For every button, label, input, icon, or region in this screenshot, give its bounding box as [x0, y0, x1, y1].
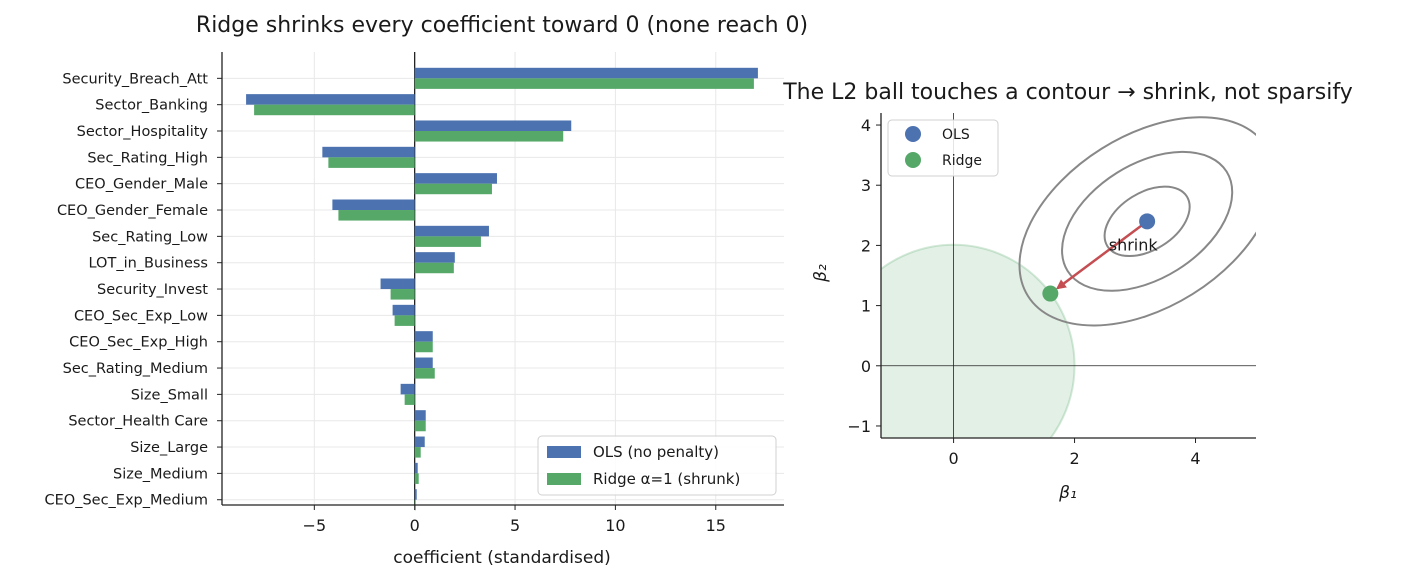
bar-chart-x-ticks: −5 0 5 10 15 [303, 505, 726, 535]
geometry-x-tick-label: 0 [948, 449, 958, 468]
legend-label-ridge-point: Ridge [942, 153, 982, 169]
category-label: Sector_Health Care [68, 414, 208, 430]
bar-ols [246, 94, 415, 105]
bar-ridge [414, 473, 419, 484]
category-label: Sec_Rating_Low [92, 229, 208, 245]
bar-ridge [414, 236, 481, 247]
category-label: CEO_Gender_Male [75, 177, 208, 193]
x-tick-label: 15 [706, 516, 726, 535]
shrink-annotation: shrink [1109, 235, 1159, 254]
category-label: Security_Invest [97, 282, 208, 298]
bar-ols [332, 199, 415, 211]
category-label: CEO_Sec_Exp_Low [74, 308, 208, 324]
ols-point [1139, 213, 1156, 230]
geometry-y-tick-label: −1 [847, 417, 871, 436]
bar-chart-bars [246, 67, 758, 511]
loss-contour [1061, 150, 1234, 292]
category-label: LOT_in_Business [89, 256, 209, 272]
bar-chart-panel: Ridge shrinks every coefficient toward 0… [45, 13, 809, 568]
bar-ols [414, 436, 425, 448]
bar-ridge [414, 262, 454, 274]
x-tick-label: 0 [410, 516, 420, 535]
bar-ols [414, 331, 433, 342]
geometry-y-tick-label: 2 [861, 236, 871, 255]
geometry-y-ticks: −1 0 1 2 3 4 [847, 116, 881, 436]
bar-ridge [338, 210, 415, 221]
bar-ols [322, 146, 415, 158]
legend-frame [537, 435, 777, 496]
bar-ols [414, 410, 426, 421]
bar-chart-title: Ridge shrinks every coefficient toward 0… [196, 13, 808, 38]
bar-ridge [394, 315, 415, 326]
geometry-x-tick-label: 2 [1069, 449, 1079, 468]
category-label: Sec_Rating_Medium [63, 361, 208, 377]
category-label: Security_Breach_Att [62, 71, 208, 87]
bar-ols [414, 67, 758, 79]
geometry-axes [880, 113, 1256, 439]
bar-ols [414, 357, 433, 369]
legend-label-ridge: Ridge α=1 (shrunk) [593, 470, 740, 488]
bar-ridge [390, 289, 415, 300]
geometry-y-tick-label: 3 [861, 176, 871, 195]
bar-ols [414, 252, 455, 263]
bar-ridge [254, 104, 415, 116]
bar-ridge [414, 131, 564, 142]
bar-ridge [414, 341, 433, 353]
legend-label-ols: OLS (no penalty) [593, 443, 719, 461]
bar-ridge [328, 157, 415, 168]
category-label: Size_Small [131, 387, 208, 403]
category-label: Size_Large [130, 440, 208, 456]
category-label: Sector_Banking [95, 98, 208, 114]
loss-contours [1018, 116, 1256, 327]
bar-ridge [414, 183, 492, 195]
geometry-y-tick-label: 1 [861, 297, 871, 316]
legend-marker-ols [905, 126, 921, 142]
bar-chart-axes [221, 52, 784, 506]
bar-chart-legend: OLS (no penalty) Ridge α=1 (shrunk) [537, 435, 777, 496]
category-label: CEO_Gender_Female [57, 203, 208, 219]
category-label: Sec_Rating_High [87, 150, 208, 166]
category-label: CEO_Sec_Exp_Medium [45, 493, 208, 509]
legend-swatch-ridge [547, 473, 581, 485]
bar-ols [414, 173, 497, 184]
bar-chart-category-labels: Security_Breach_Att Sector_Banking Sector_… [45, 71, 222, 509]
bar-chart-grid [222, 52, 784, 505]
ridge-point [1042, 285, 1059, 302]
geometry-title: The L2 ball touches a contour → shrink, … [782, 80, 1353, 105]
bar-ridge [404, 394, 415, 405]
category-label: Sector_Hospitality [77, 124, 209, 140]
bar-ols [414, 225, 489, 237]
bar-ols [400, 383, 415, 395]
shrink-arrow [1055, 219, 1150, 290]
loss-contour [1103, 185, 1191, 258]
bar-ols [414, 489, 417, 500]
bar-chart-xlabel: coefficient (standardised) [393, 548, 611, 568]
bar-ridge [414, 447, 421, 458]
geometry-x-ticks: 0 2 4 [948, 438, 1201, 468]
x-tick-label: −5 [303, 516, 327, 535]
geometry-x-tick-label: 4 [1190, 449, 1200, 468]
bar-ridge [414, 420, 426, 432]
geometry-legend: OLS Ridge [887, 119, 999, 177]
geometry-panel: 0 2 4 −1 0 1 2 3 4 shrink OLS Ridge β₁ β₂ The L… [782, 80, 1353, 503]
bar-ols [380, 278, 415, 290]
x-tick-label: 10 [605, 516, 625, 535]
legend-marker-ridge [905, 152, 921, 168]
geometry-xlabel: β₁ [1058, 483, 1077, 503]
bar-ridge [414, 78, 754, 89]
category-label: Size_Medium [113, 466, 208, 482]
legend-label-ols-point: OLS [942, 127, 970, 143]
geometry-y-tick-label: 0 [861, 357, 871, 376]
geometry-ylabel: β₂ [811, 264, 831, 283]
geometry-y-tick-label: 4 [861, 116, 871, 135]
bar-ridge [414, 368, 435, 379]
legend-swatch-ols [547, 446, 581, 458]
bar-ols [414, 120, 572, 132]
bar-ols [392, 304, 415, 316]
x-tick-label: 5 [510, 516, 520, 535]
category-label: CEO_Sec_Exp_High [69, 335, 208, 351]
loss-contour [1018, 116, 1256, 327]
bar-ols [414, 462, 418, 474]
